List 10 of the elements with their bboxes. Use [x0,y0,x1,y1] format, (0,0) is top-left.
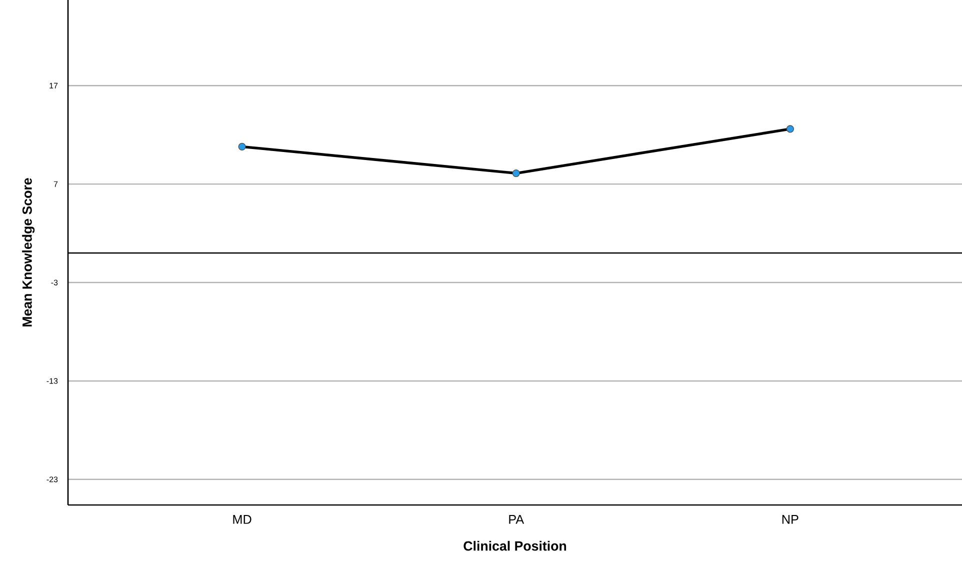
y-tick-label: -3 [51,280,58,286]
y-tick-label: 7 [54,181,58,187]
y-axis-title: Mean Knowledge Score [22,178,35,326]
x-tick-label: MD [233,515,252,524]
y-tick-label: -13 [46,378,58,384]
x-axis-title: Clinical Position [464,540,566,551]
y-tick-label: 17 [50,82,58,88]
x-tick-label: NP [782,515,798,524]
y-tick-label: -23 [46,476,58,482]
x-tick-label: PA [509,515,524,524]
